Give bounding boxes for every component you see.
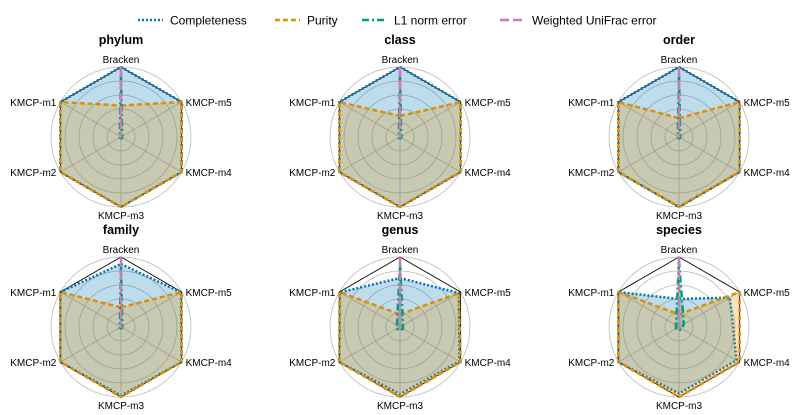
grid-spoke: [339, 136, 401, 173]
radar-panel-family: Bracken KMCP-m5 KMCP-m4 KMCP-m3 KMCP-m2 KMCP-…: [10, 223, 232, 412]
axis-label: KMCP-m5: [465, 288, 512, 299]
grid-spoke: [120, 291, 182, 328]
axis-label: KMCP-m4: [186, 358, 233, 369]
legend-item: Completeness: [138, 14, 247, 28]
axis-label: KMCP-m5: [186, 288, 233, 299]
axis-label: KMCP-m3: [656, 401, 703, 412]
axis-label: KMCP-m4: [186, 168, 233, 179]
series-purity: [59, 100, 183, 209]
legend-label: L1 norm error: [394, 14, 467, 28]
grid-spoke: [618, 136, 680, 173]
series-purity: [617, 100, 741, 209]
panel-title: order: [663, 33, 695, 47]
axis-label: KMCP-m5: [465, 98, 512, 109]
axis-label: KMCP-m1: [10, 288, 57, 299]
panel-title: phylum: [99, 33, 143, 47]
axis-label: Bracken: [661, 55, 698, 66]
grid-spoke: [120, 136, 182, 173]
legend-item: Weighted UniFrac error: [500, 14, 657, 28]
grid-spoke: [60, 136, 122, 173]
axis-label: KMCP-m1: [289, 98, 336, 109]
grid-spoke: [60, 291, 122, 328]
axis-label: Bracken: [382, 55, 419, 66]
series-purity: [617, 290, 741, 399]
legend-label: Purity: [307, 14, 338, 28]
axis-label: KMCP-m3: [98, 211, 145, 222]
radar-panels: Bracken KMCP-m5 KMCP-m4 KMCP-m3 KMCP-m2 KMCP-…: [10, 33, 790, 412]
grid-spoke: [339, 326, 401, 363]
radar-panel-order: Bracken KMCP-m5 KMCP-m4 KMCP-m3 KMCP-m2 KMCP-…: [568, 33, 790, 222]
grid-spoke: [618, 291, 680, 328]
grid-spoke: [339, 291, 401, 328]
radar-panel-phylum: Bracken KMCP-m5 KMCP-m4 KMCP-m3 KMCP-m2 KMCP-…: [10, 33, 232, 222]
panel-title: genus: [382, 223, 419, 237]
series-completeness: [338, 276, 461, 396]
axis-label: Bracken: [661, 245, 698, 256]
grid-spoke: [618, 101, 680, 138]
axis-label: KMCP-m2: [568, 358, 615, 369]
series-purity: [338, 290, 462, 399]
axis-label: KMCP-m1: [10, 98, 57, 109]
grid-spoke: [60, 326, 122, 363]
axis-label: KMCP-m2: [10, 168, 57, 179]
axis-label: KMCP-m2: [289, 168, 336, 179]
panel-title: class: [384, 33, 415, 47]
series-purity: [338, 100, 462, 209]
legend-item: Purity: [275, 14, 338, 28]
axis-label: KMCP-m3: [377, 211, 424, 222]
axis-label: KMCP-m2: [568, 168, 615, 179]
axis-label: Bracken: [103, 55, 140, 66]
axis-label: Bracken: [382, 245, 419, 256]
grid-spoke: [60, 101, 122, 138]
axis-label: KMCP-m4: [465, 168, 512, 179]
axis-label: KMCP-m2: [289, 358, 336, 369]
radar-panel-genus: Bracken KMCP-m5 KMCP-m4 KMCP-m3 KMCP-m2 KMCP-…: [289, 223, 511, 412]
axis-label: KMCP-m3: [377, 401, 424, 412]
grid-spoke: [399, 291, 461, 328]
radar-panel-class: Bracken KMCP-m5 KMCP-m4 KMCP-m3 KMCP-m2 KMCP-…: [289, 33, 511, 222]
axis-label: Bracken: [103, 245, 140, 256]
grid-spoke: [618, 326, 680, 363]
grid-spoke: [678, 291, 740, 328]
legend: Completeness Purity L1 norm error Weighted …: [138, 14, 657, 28]
legend-item: L1 norm error: [362, 14, 467, 28]
axis-label: KMCP-m5: [744, 288, 791, 299]
series-completeness: [617, 290, 738, 395]
axis-label: KMCP-m3: [98, 401, 145, 412]
grid-spoke: [399, 326, 461, 363]
radar-panel-species: Bracken KMCP-m5 KMCP-m4 KMCP-m3 KMCP-m2 KMCP-…: [568, 223, 790, 412]
grid-spoke: [120, 326, 182, 363]
axis-label: KMCP-m3: [656, 211, 703, 222]
grid-spoke: [399, 101, 461, 138]
axis-label: KMCP-m1: [568, 98, 615, 109]
grid-spoke: [339, 101, 401, 138]
axis-label: KMCP-m5: [744, 98, 791, 109]
panel-title: species: [656, 223, 702, 237]
grid-spoke: [678, 326, 740, 363]
axis-label: KMCP-m5: [186, 98, 233, 109]
grid-spoke: [678, 101, 740, 138]
series-purity: [59, 290, 183, 399]
axis-label: KMCP-m4: [744, 358, 791, 369]
axis-label: KMCP-m1: [289, 288, 336, 299]
axis-label: KMCP-m4: [744, 168, 791, 179]
grid-spoke: [399, 136, 461, 173]
axis-label: KMCP-m4: [465, 358, 512, 369]
legend-label: Completeness: [170, 14, 247, 28]
axis-label: KMCP-m1: [568, 288, 615, 299]
legend-label: Weighted UniFrac error: [532, 14, 657, 28]
grid-spoke: [120, 101, 182, 138]
panel-title: family: [103, 223, 139, 237]
axis-label: KMCP-m2: [10, 358, 57, 369]
grid-spoke: [678, 136, 740, 173]
